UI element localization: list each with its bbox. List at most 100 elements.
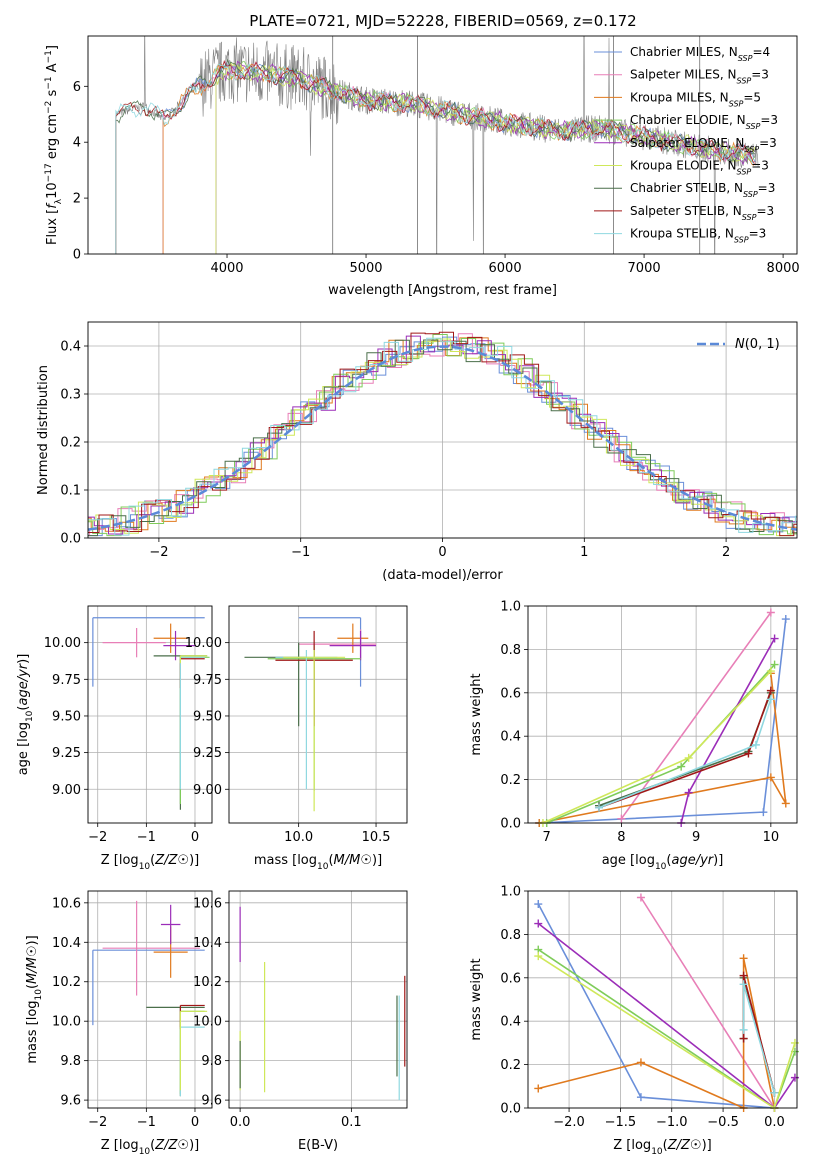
x-axis-label: E(B-V) xyxy=(298,1138,338,1153)
errorbars-age_vs_Z xyxy=(92,617,210,810)
model-spectrum-line xyxy=(215,60,756,254)
y-tick-label: 9.6 xyxy=(60,1094,81,1109)
x-tick-label: −1.5 xyxy=(605,1115,637,1130)
y-tick-label: 1.0 xyxy=(500,600,521,615)
x-tick-label: 0 xyxy=(191,1115,199,1130)
x-tick-label: −1 xyxy=(137,830,156,845)
x-tick-label: 9 xyxy=(692,830,700,845)
data-point xyxy=(739,1025,748,1034)
data-point xyxy=(739,954,748,963)
x-tick-label: 5000 xyxy=(349,261,382,276)
x-tick-label: 0.0 xyxy=(764,1115,785,1130)
axes-frame xyxy=(87,321,798,539)
y-tick-label: 10.00 xyxy=(44,636,81,651)
y-tick-label: 4 xyxy=(73,136,81,151)
data-point xyxy=(759,808,768,817)
legend-entry: N(0, 1) xyxy=(735,337,780,352)
data-point xyxy=(636,893,645,902)
data-point xyxy=(534,900,543,909)
data-point xyxy=(636,1093,645,1102)
figure-title: PLATE=0721, MJD=52228, FIBERID=0569, z=0… xyxy=(249,12,637,30)
data-point xyxy=(770,634,779,643)
axes-frame xyxy=(87,35,798,255)
data-point xyxy=(790,1038,799,1047)
x-axis-label: Z [log10(Z/Z☉)] xyxy=(101,853,199,872)
data-point xyxy=(534,1084,543,1093)
y-tick-label: 10.2 xyxy=(52,975,81,990)
y-tick-label: 2 xyxy=(73,192,81,207)
x-tick-label: 10.0 xyxy=(284,830,313,845)
histogram-step-line xyxy=(88,336,797,537)
legend-entry: Kroupa ELODIE, NSSP=3 xyxy=(630,159,769,177)
legend-entry: Salpeter MILES, NSSP=3 xyxy=(630,68,769,86)
y-tick-label: 9.75 xyxy=(52,673,81,688)
x-axis-label: mass [log10(M/M☉)] xyxy=(254,853,382,872)
x-tick-label: 6000 xyxy=(489,261,522,276)
model-spectrum-line xyxy=(215,61,756,254)
data-point xyxy=(636,1058,645,1067)
y-axis-label: Normed distribution xyxy=(36,365,51,495)
y-axis-label: mass [log10(M/M☉)] xyxy=(25,935,44,1063)
x-tick-label: −1 xyxy=(137,1115,156,1130)
legend-entry: Kroupa MILES, NSSP=5 xyxy=(630,90,761,108)
legend-entry: Chabrier ELODIE, NSSP=3 xyxy=(630,113,778,131)
series-line xyxy=(742,984,776,1094)
x-tick-label: −1.0 xyxy=(656,1115,688,1130)
x-tick-label: 1 xyxy=(580,545,588,560)
data-point xyxy=(766,695,775,704)
x-tick-label: 10.5 xyxy=(362,830,391,845)
data-point xyxy=(617,814,626,823)
y-tick-label: 0.6 xyxy=(500,686,521,701)
y-tick-label: 0.0 xyxy=(60,532,81,547)
y-tick-label: 0.0 xyxy=(500,817,521,832)
data-point xyxy=(766,686,775,695)
series-line xyxy=(539,673,787,824)
x-tick-label: −2 xyxy=(88,830,107,845)
x-axis-label: (data-model)/error xyxy=(382,568,503,583)
axes-spectrum: 4000 5000 6000 7000 8000 0 2 4 6 xyxy=(73,80,800,276)
x-tick-label: −1 xyxy=(291,545,310,560)
axes-age_vs_mass: 10.0 10.5 9.00 9.25 9.50 9.75 10.00 xyxy=(185,606,407,845)
y-tick-label: 9.50 xyxy=(52,709,81,724)
series-line xyxy=(640,897,776,1109)
x-tick-label: 7000 xyxy=(628,261,661,276)
x-tick-label: 7 xyxy=(543,830,551,845)
data-point xyxy=(744,749,753,758)
series-line xyxy=(620,612,772,820)
y-tick-label: 10.6 xyxy=(193,896,222,911)
y-axis-label: mass weight xyxy=(469,958,484,1040)
x-tick-label: −2 xyxy=(88,1115,107,1130)
legend-entry: Chabrier STELIB, NSSP=3 xyxy=(630,181,775,199)
axes-frame xyxy=(87,890,213,1109)
data-point xyxy=(739,971,748,980)
y-tick-label: 10.4 xyxy=(52,936,81,951)
axes-frame xyxy=(527,890,798,1109)
data-point xyxy=(534,919,543,928)
y-tick-label: 10.0 xyxy=(52,1015,81,1030)
y-tick-label: 10.0 xyxy=(193,1015,222,1030)
errorbars-age_vs_mass xyxy=(244,617,377,812)
legend-entry: Kroupa STELIB, NSSP=3 xyxy=(630,227,766,245)
errorbars-mass_vs_Z xyxy=(92,900,208,1097)
data-point xyxy=(781,615,790,624)
data-point xyxy=(594,803,603,812)
data-point xyxy=(739,980,748,989)
y-axis-label: mass weight xyxy=(469,673,484,755)
model-spectrum-line xyxy=(115,58,755,254)
legend-entry: Salpeter ELODIE, NSSP=3 xyxy=(630,136,777,154)
x-tick-label: −2.0 xyxy=(553,1115,585,1130)
spectrum-lines xyxy=(115,36,759,254)
y-tick-label: 0.6 xyxy=(500,971,521,986)
y-tick-label: 9.6 xyxy=(201,1094,222,1109)
x-tick-label: −0.5 xyxy=(707,1115,739,1130)
x-tick-label: −2 xyxy=(149,545,168,560)
axes-mass_vs_ebv: 0.0 0.1 9.6 9.8 10.0 10.2 10.4 10.6 xyxy=(193,891,407,1130)
y-tick-label: 10.4 xyxy=(193,936,222,951)
histogram-lines xyxy=(88,331,797,537)
data-point xyxy=(766,773,775,782)
y-axis-label: Flux [fλ10−17 erg cm−2 s−1 A−1] xyxy=(44,45,64,245)
legend-entry: Salpeter STELIB, NSSP=3 xyxy=(630,204,774,222)
data-point xyxy=(684,753,693,762)
x-axis-label: Z [log10(Z/Z☉)] xyxy=(613,1138,711,1157)
